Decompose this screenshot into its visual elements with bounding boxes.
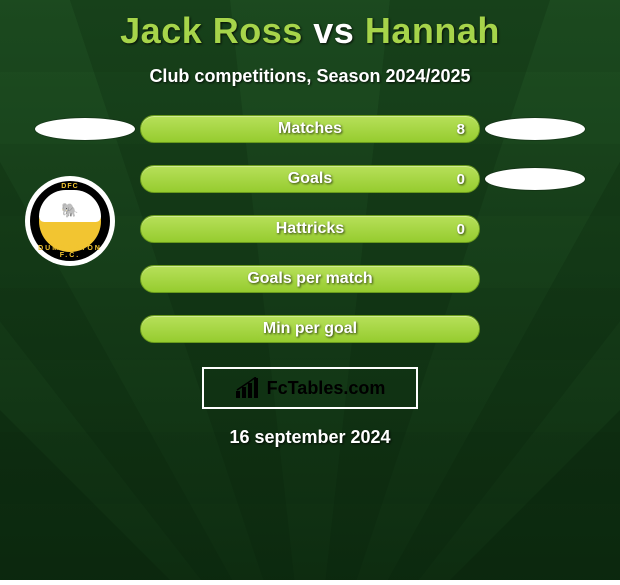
stat-row-goals-per-match: Goals per match: [0, 265, 620, 293]
stat-label: Hattricks: [276, 220, 344, 238]
brand-box: FcTables.com: [202, 367, 418, 409]
right-slot: [480, 115, 590, 143]
right-slot: [480, 215, 590, 243]
stat-label: Goals: [288, 170, 332, 188]
title-vs: vs: [303, 10, 365, 51]
crest-ring: DFC 🐘 DUMBARTON F.C.: [30, 181, 110, 261]
stat-label: Goals per match: [247, 270, 372, 288]
right-slot: [480, 315, 590, 343]
stat-pill: Goals 0: [140, 165, 480, 193]
stat-value: 8: [457, 121, 465, 138]
stat-pill: Matches 8: [140, 115, 480, 143]
brand-text: FcTables.com: [267, 378, 386, 399]
elephant-icon: 🐘: [61, 202, 78, 219]
player-left-ellipse: [35, 118, 135, 140]
bar-chart-icon: [235, 377, 261, 399]
subtitle: Club competitions, Season 2024/2025: [149, 66, 470, 87]
title-player-right: Hannah: [365, 10, 500, 51]
stat-label: Matches: [278, 120, 342, 138]
stat-pill: Min per goal: [140, 315, 480, 343]
left-slot: [30, 315, 140, 343]
stat-pill: Hattricks 0: [140, 215, 480, 243]
club-crest-left: DFC 🐘 DUMBARTON F.C.: [25, 176, 115, 266]
stat-value: 0: [457, 221, 465, 238]
title-player-left: Jack Ross: [120, 10, 303, 51]
stat-row-matches: Matches 8: [0, 115, 620, 143]
page-title: Jack Ross vs Hannah: [120, 10, 500, 52]
right-slot: [480, 165, 590, 193]
crest-text-bottom: DUMBARTON F.C.: [30, 245, 110, 259]
crest-inner: 🐘: [39, 190, 101, 252]
stat-pill: Goals per match: [140, 265, 480, 293]
right-slot: [480, 265, 590, 293]
crest-text-top: DFC: [30, 183, 110, 190]
date-text: 16 september 2024: [229, 427, 390, 448]
stat-label: Min per goal: [263, 320, 357, 338]
left-slot: [30, 115, 140, 143]
player-right-ellipse: [485, 118, 585, 140]
stat-row-min-per-goal: Min per goal: [0, 315, 620, 343]
left-slot: [30, 265, 140, 293]
stat-value: 0: [457, 171, 465, 188]
player-right-ellipse: [485, 168, 585, 190]
